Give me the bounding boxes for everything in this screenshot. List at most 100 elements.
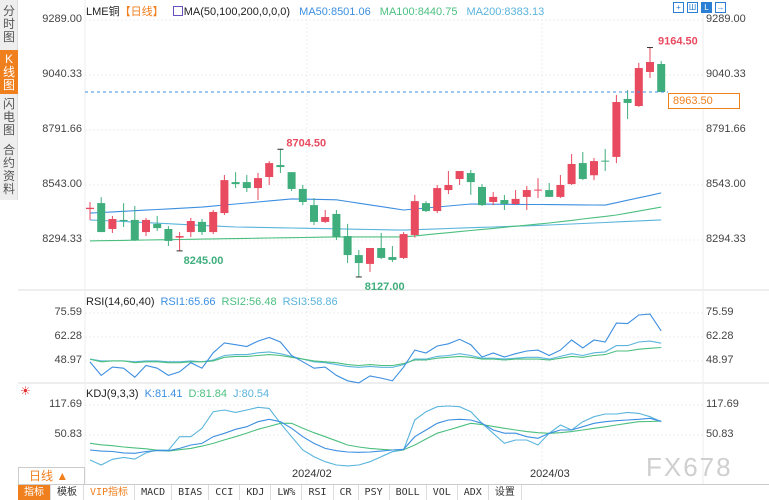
candle-body <box>623 98 632 103</box>
indicator-tab-14[interactable]: 设置 <box>489 485 522 500</box>
candle-body <box>242 182 251 189</box>
indicator-tab-11[interactable]: BOLL <box>390 485 427 500</box>
rsi1-line <box>89 313 662 384</box>
price-tick-left: 8791.66 <box>42 122 82 135</box>
candle-body <box>97 203 106 233</box>
candle-body <box>567 163 576 185</box>
candle-body <box>556 184 565 197</box>
indicator-tab-2[interactable]: VIP指标 <box>84 485 136 500</box>
candle-body <box>578 163 587 180</box>
ma-params[interactable]: MA(50,100,200,0,0,0) <box>183 6 291 18</box>
current-price-box: 8963.50 <box>668 92 740 109</box>
rsi3-line <box>89 340 662 368</box>
indicator-tab-8[interactable]: RSI <box>302 485 334 500</box>
chart-type-icon[interactable]: L <box>701 2 712 13</box>
price-annotation: 8127.00 <box>365 281 405 293</box>
kdj-j-line <box>89 405 662 467</box>
price-tick-right: 9289.00 <box>706 13 746 25</box>
rsi-tick-left: 75.59 <box>54 306 82 318</box>
indicator-tab-4[interactable]: BIAS <box>172 485 210 500</box>
candle-body <box>108 219 117 229</box>
candle-body <box>601 160 610 162</box>
candle-body <box>321 217 330 222</box>
candle-body <box>298 188 307 202</box>
ma100-line <box>89 206 662 242</box>
candle-body <box>399 234 408 258</box>
price-tick-right: 8294.33 <box>706 232 746 245</box>
kdj-tick-left: 117.69 <box>49 398 82 410</box>
tab-contract-info[interactable]: 合约资料 <box>2 143 15 196</box>
candle-body <box>220 180 229 214</box>
price-tick-left: 9040.33 <box>42 67 82 80</box>
candle-body <box>433 188 442 212</box>
kdj-j-value: J:80.54 <box>233 388 270 400</box>
candle-body <box>590 161 598 176</box>
ma50-value: MA50:8501.06 <box>299 6 371 18</box>
ma200-line <box>89 219 662 231</box>
rsi-params[interactable]: RSI(14,60,40) <box>86 296 155 308</box>
indicator-tab-3[interactable]: MACD <box>135 485 173 500</box>
candle-body <box>209 211 218 233</box>
candle-body <box>455 171 464 180</box>
kdj-tick-right: 50.83 <box>706 427 734 440</box>
ma-settings-icon[interactable] <box>172 6 183 16</box>
candle-body <box>276 165 285 168</box>
price-annotation: 9164.50 <box>658 36 698 48</box>
kdj-params[interactable]: KDJ(9,3,3) <box>86 388 139 400</box>
candle-body <box>612 102 621 157</box>
candle-body <box>410 201 419 235</box>
price-tick-right: 8543.00 <box>706 177 746 190</box>
symbol-name: LME铜 <box>86 6 120 18</box>
kdj-k-value: K:81.41 <box>144 388 183 400</box>
rsi-tick-right: 48.97 <box>706 353 734 366</box>
candle-body <box>657 64 666 92</box>
expand-icon[interactable]: → <box>715 2 726 13</box>
candle-body <box>489 196 498 202</box>
tab-kline-chart[interactable]: K线图 <box>0 50 18 94</box>
indicator-tab-1[interactable]: 模板 <box>51 485 84 500</box>
period-selector[interactable]: 日线 ▲ <box>18 467 85 484</box>
indicator-tab-10[interactable]: PSY <box>359 485 390 500</box>
price-annotation: 8704.50 <box>286 137 326 149</box>
tab-flash-chart[interactable]: 闪电图 <box>2 97 15 137</box>
candle-body <box>198 221 206 233</box>
indicator-tab-6[interactable]: KDJ <box>240 485 272 500</box>
kdj-legend: KDJ(9,3,3) K:81.41 D:81.84 J:80.54 <box>86 388 275 400</box>
kdj-d-line <box>89 420 662 452</box>
candle-body <box>444 184 453 191</box>
indicator-toolbar: 指标 模板 VIP指标 MACD BIAS CCI KDJ LW% RSI CR PSY BOLL VO… <box>18 484 769 500</box>
indicator-tab-9[interactable]: CR <box>334 485 359 500</box>
candle-body <box>332 213 341 237</box>
ma200-value: MA200:8383.13 <box>466 6 545 18</box>
candle-body <box>634 67 643 107</box>
candle-body <box>265 163 274 178</box>
candle-body <box>254 178 262 189</box>
indicator-tab-12[interactable]: VOL <box>427 485 458 500</box>
x-tick-label: 2024/03 <box>530 468 570 480</box>
rsi-tick-left: 48.97 <box>54 353 82 366</box>
candle-body <box>130 219 139 241</box>
crosshair-icon[interactable]: + <box>673 2 684 13</box>
rsi-tick-right: 62.28 <box>706 329 734 342</box>
indicator-settings-icon[interactable]: ☀ <box>20 384 31 398</box>
candle-body <box>422 203 430 212</box>
candle-body <box>511 198 520 204</box>
indicator-tab-5[interactable]: CCI <box>209 485 241 500</box>
indicator-tab-7[interactable]: LW% <box>271 485 303 500</box>
price-tick-right: 9040.33 <box>706 67 746 80</box>
rsi3-value: RSI3:58.86 <box>282 296 338 308</box>
indicator-tab-0[interactable]: 指标 <box>18 485 51 500</box>
rsi-tick-right: 75.59 <box>706 306 734 318</box>
candle-body <box>534 189 542 191</box>
candle-body <box>500 200 509 204</box>
sidebar: 分时图 K线图 闪电图 合约资料 <box>0 0 18 200</box>
price-tick-left: 9289.00 <box>42 13 82 25</box>
candle-body <box>354 255 363 264</box>
layout-icon[interactable]: Ш <box>687 2 698 13</box>
price-tick-right: 8791.66 <box>706 122 746 135</box>
tab-time-chart[interactable]: 分时图 <box>2 4 15 44</box>
indicator-tab-13[interactable]: ADX <box>458 485 489 500</box>
watermark-logo: FX678 <box>646 452 733 482</box>
candle-body <box>388 257 397 260</box>
